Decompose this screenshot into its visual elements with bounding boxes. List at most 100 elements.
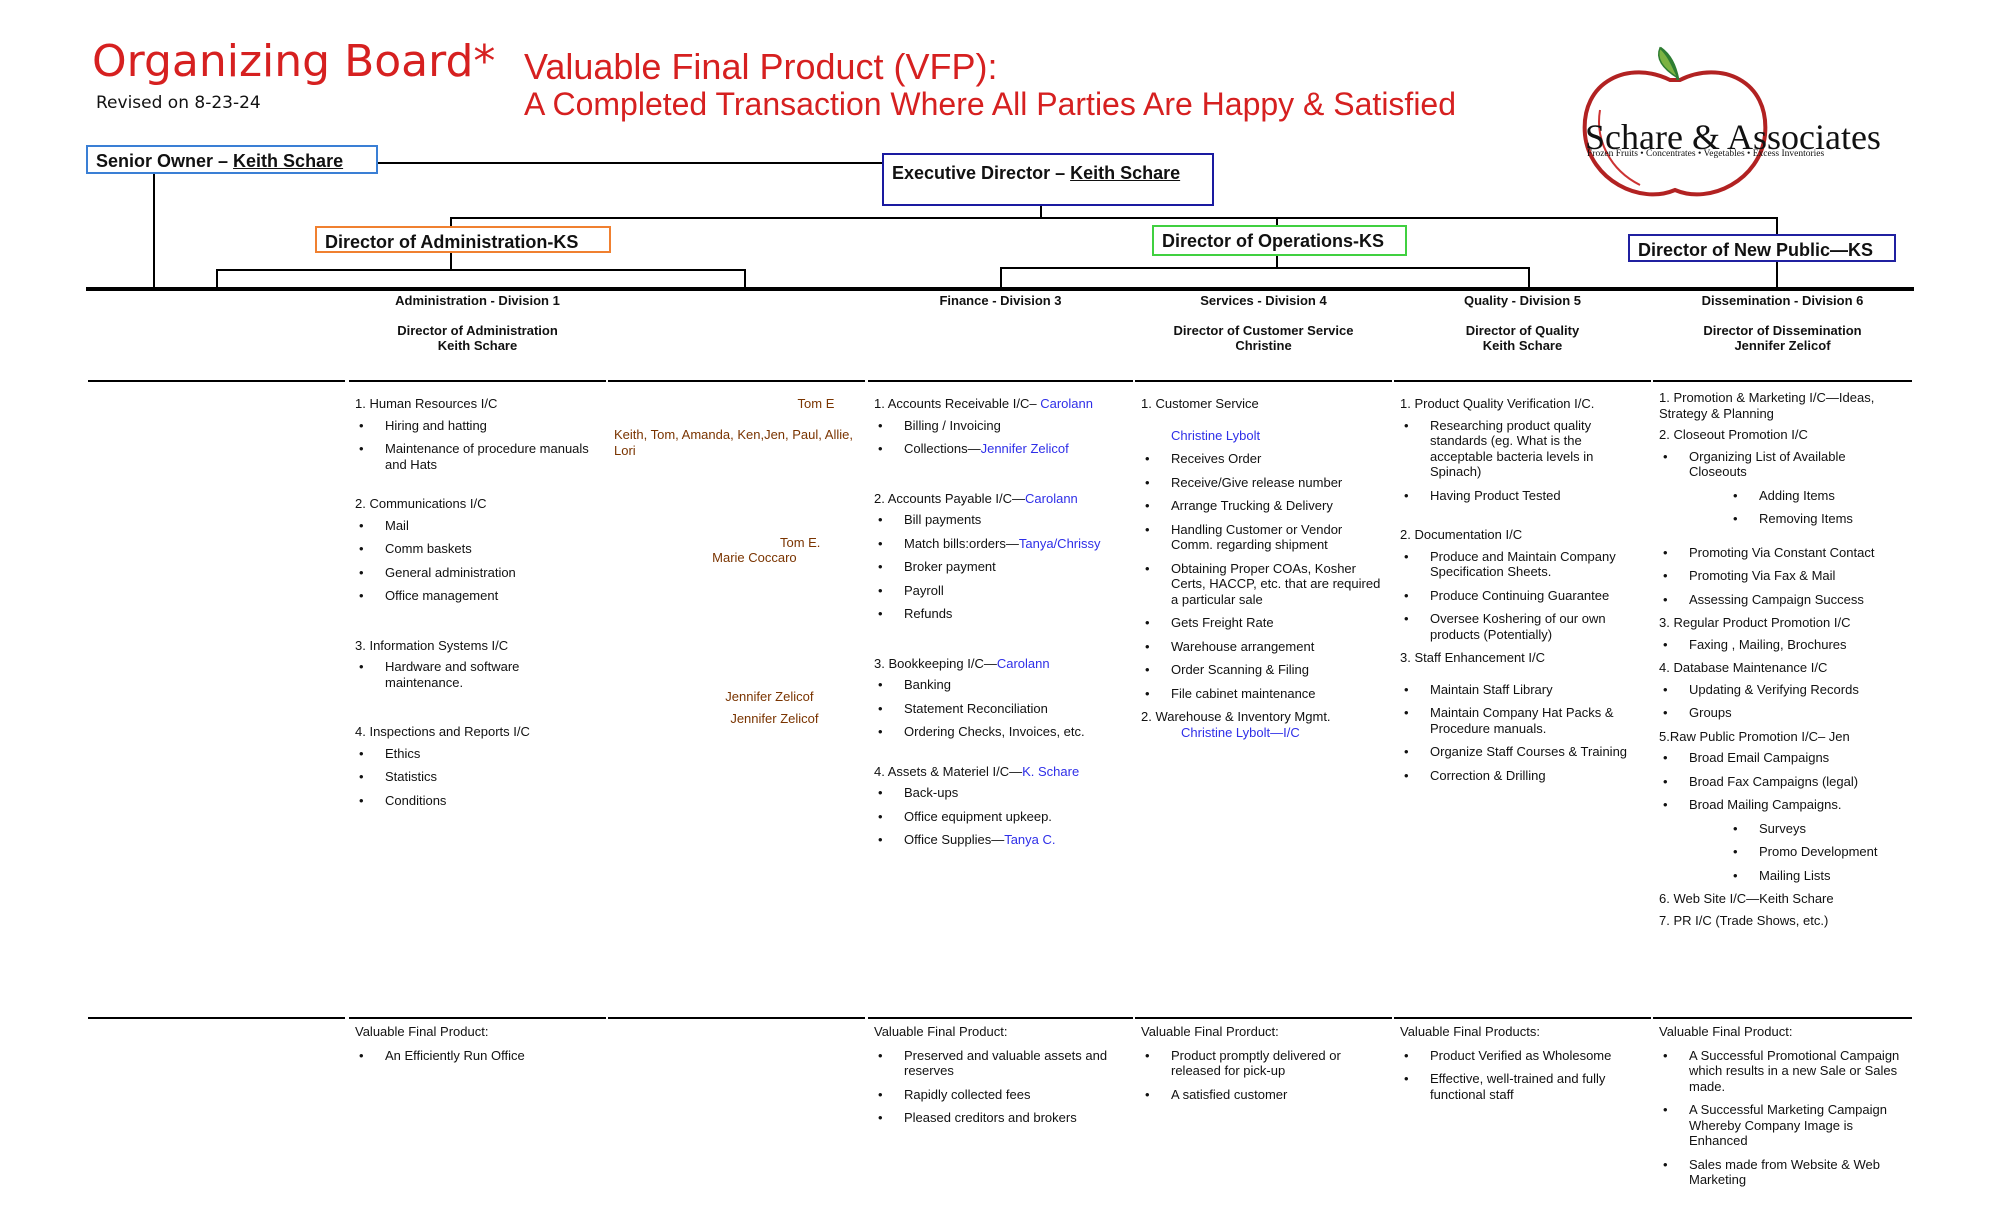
division-body: 1. Accounts Receivable I/C– Carolann • Bi… — [868, 382, 1133, 1019]
list-item: Misc. Food — [652, 487, 716, 503]
section-title: 1. Sales Manager (Trading) - Tom E — [614, 396, 859, 412]
section-person: Christine Lybolt—I/C — [1181, 724, 1300, 740]
list-item: Product Quality Legalities — [194, 663, 283, 694]
section-sublabel: Sourcer— — [650, 550, 713, 565]
list-item: Broad Mailing Campaigns. — [1689, 797, 1842, 812]
item-person: Tanya C. — [1004, 832, 1056, 847]
list-item: Adding Items — [1759, 487, 1835, 503]
list-item: Program development — [124, 859, 252, 874]
logo-name: Schare & Associates — [1585, 117, 1881, 157]
list-item: A Successful Marketing Campaign Whereby … — [1689, 1102, 1887, 1148]
connector-line — [450, 252, 452, 270]
executive-director-box: Executive Director – Keith Schare — [882, 153, 1214, 206]
director-name: Keith Schare — [176, 338, 257, 353]
division-header: Quality - Division 5 Director of Quality… — [1394, 289, 1651, 382]
vfp-subtitle: A Completed Transaction Where All Partie… — [524, 86, 1457, 122]
vfp-title: Valuable Final Product (VFP): — [524, 46, 998, 87]
item-person: Jennifer Zelicof — [980, 441, 1069, 456]
section-title: 3. Office of the Executive Director — [94, 798, 239, 830]
list-item: Finding items(Closeouts) — [652, 618, 796, 634]
vfp-section: Valuable Final Product: • An Efficiently … — [349, 1019, 606, 1214]
list-item: Statement Reconciliation — [904, 700, 1048, 716]
list-item: Broad Fax Campaigns (legal) — [1689, 773, 1859, 789]
connector-line — [1776, 262, 1778, 289]
vfp-label: Valuable Final Product: — [1659, 1024, 1793, 1039]
list-item: Maintain Company Hat Packs & Procedure m… — [1430, 705, 1614, 736]
vfp-label: Valuable Final Product: — [94, 1024, 228, 1039]
list-item: Produce and Maintain Company Specificati… — [1430, 548, 1616, 580]
list-item: Legal—Austin/Scher Law Firm — [124, 616, 300, 631]
traders-list: Keith, Tom, Amanda, Ken,Jen, Paul, Allie… — [614, 427, 853, 458]
connector-line — [1776, 217, 1778, 247]
company-logo — [1560, 40, 1880, 205]
vfp-section: Valuable Final Product: • Preserved and v… — [868, 1019, 1133, 1214]
section-person: Jennifer Zelicof — [730, 710, 819, 726]
section-person: Christine Lybolt — [1171, 427, 1261, 443]
vfp-label: Valuable Final Prorduct: — [1141, 1024, 1279, 1039]
list-item: Obtaining Leads — [652, 571, 747, 587]
list-item: Planning (Admin Scale) — [124, 835, 260, 851]
section-person: Carolann — [1025, 490, 1078, 506]
list-item: Reserves — [194, 555, 249, 570]
list-item: Pleased creditors and brokers — [904, 1110, 1077, 1125]
list-item: General administration — [385, 564, 516, 580]
list-item: Handling Law Suits — [194, 702, 306, 717]
senior-owner-label: Senior Owner – — [96, 151, 234, 171]
list-item: Maintenance of procedure manuals and Hat… — [385, 441, 589, 472]
division-header: Dissemination - Division 6 Director of D… — [1653, 289, 1912, 382]
list-item: Broker Awards Program — [652, 816, 790, 832]
list-item: Type up & Distribute to Sales — [652, 665, 820, 681]
division-name: Quality - Division 5 — [1463, 293, 1582, 308]
section-label: Closeout Sourcing I/C– — [642, 534, 780, 550]
section-title: 6. Web Site I/C—Keith Schare — [1659, 891, 1834, 906]
vfp-label: Valuable Final Product: — [355, 1024, 489, 1039]
vfp-label: Valuable Final Products: — [1400, 1024, 1540, 1039]
list-item: Office management — [385, 588, 499, 603]
director-name: Keith Schare — [437, 338, 518, 353]
director-title: Director of Customer Service — [1173, 322, 1354, 338]
section-title: 1. Human Resources I/C — [355, 396, 498, 411]
section-label: 2. Accounts Payable I/C— — [874, 490, 1026, 506]
exec-director-name: Keith Schare — [1070, 163, 1181, 183]
division-7-column: Executive - Division 7 Executive Directo… — [86, 287, 347, 1078]
connector-line — [744, 269, 746, 289]
connector-line — [1528, 267, 1530, 289]
vfp-section: Valuable Final Product: • • Increasing sa… — [614, 1024, 858, 1203]
list-item: Receive/Give release number — [1171, 474, 1343, 490]
list-item: Rapidly collected fees — [904, 1086, 1031, 1102]
section-title: 3. Staff Enhancement I/C — [1400, 650, 1546, 665]
list-item: Ethics — [385, 745, 421, 761]
section-title: 4. Database Maintenance I/C — [1659, 660, 1828, 675]
list-item: Match bills:orders— — [904, 535, 1019, 551]
list-item: Removing Items — [1759, 511, 1853, 526]
section-title: 2. Warehouse & Inventory Mgmt. — [1141, 709, 1331, 724]
section-person: Tom E — [797, 396, 835, 411]
list-item: Loans — [194, 508, 230, 523]
list-item: Statistics — [385, 769, 438, 784]
list-item: Billing / Invoicing — [904, 417, 1001, 433]
division-6-column: Dissemination - Division 6 Director of D… — [1651, 287, 1914, 1187]
section-title: 7. PR I/C (Trade Shows, etc.) — [1659, 912, 1829, 928]
section-title: 3. Bookkeeping I/C—Carolann — [874, 656, 1127, 672]
list-item: Assessing Campaign Success — [1689, 591, 1864, 607]
list-item: Accounts — [194, 531, 248, 547]
list-item: Maintain Staff Library — [1430, 681, 1553, 697]
vfp-section: Valuable Final Product: • A Stably Expand… — [88, 1019, 345, 1214]
list-item: Comm baskets — [385, 541, 472, 556]
exec-director-label: Executive Director – — [892, 163, 1071, 183]
division-header: Executive - Division 7 Executive Directo… — [88, 289, 345, 382]
list-item: Preserved and valuable assets and reserv… — [904, 1047, 1108, 1079]
section-number: 1. — [614, 396, 625, 411]
list-item: Handling Customer or Vendor Comm. regard… — [1171, 521, 1343, 553]
connector-line — [1040, 203, 1042, 219]
senior-owner-name: Keith Schare — [233, 151, 344, 171]
director-title: Director of Administration — [397, 322, 558, 338]
division-header: Sales - Division 2 Director of Sales/Tra… — [608, 289, 865, 382]
list-item: A Successful Promotional Campaign which … — [1689, 1047, 1900, 1094]
list-item: Maintain Existing Brokers — [652, 793, 799, 808]
section-title: 2. Documentation I/C — [1400, 527, 1523, 542]
list-item: Refunds — [904, 606, 953, 621]
list-item: Promoting Via Fax & Mail — [1689, 568, 1836, 583]
list-item: Gets Freight Rate — [1171, 615, 1274, 630]
